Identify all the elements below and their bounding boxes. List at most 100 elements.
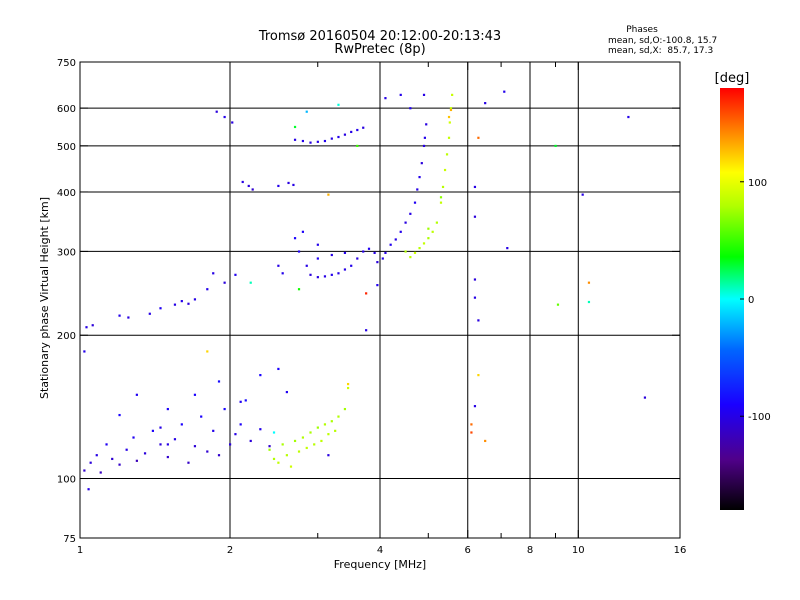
data-point: [229, 443, 232, 446]
colorbar-tick-label: 0: [748, 295, 754, 306]
data-point: [239, 423, 242, 426]
data-point: [443, 168, 447, 172]
y-tick-label: 300: [57, 247, 76, 258]
data-point: [309, 431, 312, 434]
data-point: [356, 144, 359, 148]
data-point: [287, 181, 290, 185]
data-point: [239, 400, 242, 403]
data-point: [473, 215, 477, 218]
data-point: [473, 185, 477, 189]
data-point: [416, 188, 419, 191]
data-point: [277, 461, 280, 464]
data-point: [451, 93, 454, 96]
data-point: [135, 393, 138, 396]
data-point: [143, 452, 147, 455]
data-point: [247, 184, 250, 188]
data-point: [249, 281, 252, 284]
data-point: [215, 110, 218, 113]
data-point: [297, 450, 301, 453]
data-point: [105, 443, 108, 446]
data-point: [330, 137, 333, 140]
data-point: [350, 130, 353, 134]
data-point: [297, 288, 301, 291]
series-2-points: [206, 93, 591, 468]
data-point: [293, 237, 297, 240]
data-point: [418, 247, 421, 250]
data-point: [289, 465, 293, 468]
data-point: [259, 428, 262, 431]
data-point: [277, 264, 280, 267]
data-point: [132, 436, 135, 439]
y-axis-label: Stationary phase Virtual Height [km]: [38, 197, 51, 399]
data-point: [200, 415, 203, 418]
data-point: [327, 454, 330, 457]
data-point: [427, 227, 430, 230]
data-point: [166, 443, 169, 446]
data-point: [293, 125, 297, 129]
data-point: [449, 107, 453, 110]
data-point: [187, 302, 190, 305]
data-point: [118, 314, 121, 317]
data-point: [316, 257, 319, 260]
chart-subtitle: RwPretec (8p): [334, 42, 425, 57]
data-point: [309, 273, 312, 276]
data-point: [125, 448, 128, 451]
data-point: [327, 193, 330, 196]
data-point: [83, 469, 86, 472]
colorbar: [deg] 100 0 -100: [715, 71, 771, 510]
data-point: [301, 139, 305, 143]
data-point: [316, 243, 319, 246]
data-point: [554, 144, 557, 148]
data-point: [337, 415, 340, 418]
data-point: [316, 140, 319, 143]
y-tick-label: 200: [57, 331, 76, 342]
data-point: [409, 256, 412, 259]
data-point: [334, 429, 337, 432]
x-axis-label: Frequency [MHz]: [334, 558, 426, 571]
plot-area: 1 2 4 6 8 10 16 75 100 200 300 400 500 600 750: [57, 58, 686, 556]
y-tick-label: 500: [57, 142, 76, 153]
y-tick-label: 400: [57, 188, 76, 199]
data-point: [234, 433, 237, 436]
data-point: [643, 396, 647, 399]
data-point: [477, 319, 480, 322]
data-point: [111, 457, 114, 461]
data-point: [148, 312, 151, 315]
data-point: [244, 399, 247, 402]
data-point: [223, 407, 226, 411]
data-point: [272, 431, 276, 434]
data-point: [118, 413, 121, 417]
data-point: [277, 184, 280, 188]
data-point: [305, 110, 308, 113]
x-tick-label: 4: [377, 545, 383, 556]
data-point: [83, 350, 86, 353]
data-point: [281, 272, 284, 275]
data-point: [413, 201, 417, 204]
data-point: [427, 237, 430, 240]
data-point: [447, 136, 451, 139]
data-point: [187, 461, 190, 464]
series-1-points: [83, 90, 647, 491]
data-point: [337, 103, 340, 106]
data-point: [445, 153, 449, 156]
data-point: [166, 407, 169, 411]
data-point: [323, 275, 327, 278]
data-point: [85, 326, 88, 329]
data-point: [346, 386, 350, 390]
data-point: [470, 431, 473, 434]
data-point: [309, 141, 312, 144]
data-point: [439, 196, 443, 199]
x-tick-label: 16: [674, 545, 687, 556]
data-point: [223, 281, 226, 284]
data-point: [217, 380, 221, 383]
data-point: [350, 264, 353, 267]
data-point: [301, 230, 305, 233]
data-point: [327, 433, 330, 436]
data-point: [316, 426, 319, 429]
data-point: [293, 138, 297, 141]
data-point: [281, 443, 284, 446]
x-tick-label: 8: [527, 545, 533, 556]
data-point: [384, 97, 387, 100]
data-point: [343, 407, 347, 411]
data-point: [173, 303, 177, 306]
